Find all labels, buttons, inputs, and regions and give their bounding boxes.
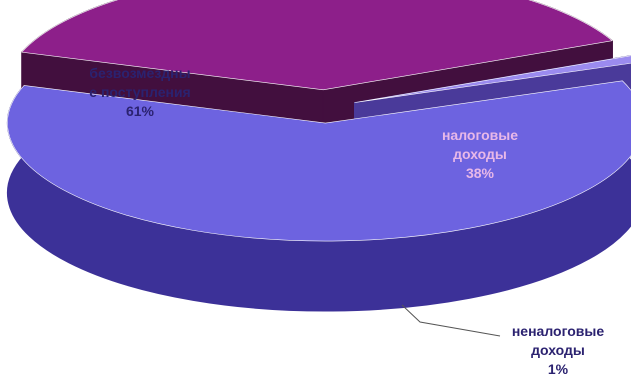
category-label-1-0: налоговые: [442, 127, 518, 143]
slice-top-1: [21, 0, 614, 91]
category-label-0-0: безвозмездны: [89, 65, 190, 81]
category-label-1-1: доходы: [453, 146, 507, 162]
category-label-2-1: доходы: [531, 342, 585, 358]
slice-tops: [7, 0, 631, 242]
percent-label-2: 1%: [548, 361, 569, 377]
percent-label-0: 61%: [126, 103, 155, 119]
slice-top-0: [7, 80, 631, 242]
data-label-1: налоговые доходы 38%: [442, 127, 518, 181]
data-label-0: безвозмездны е поступления 61%: [89, 65, 190, 119]
category-label-2-0: неналоговые: [512, 323, 605, 339]
category-label-0-1: е поступления: [89, 84, 190, 100]
slice-top-2: [354, 55, 631, 103]
leader-line: [401, 304, 501, 337]
percent-label-1: 38%: [466, 165, 495, 181]
data-labels: безвозмездны е поступления 61% налоговые дох…: [89, 65, 604, 377]
data-label-2: неналоговые доходы 1%: [512, 323, 605, 377]
